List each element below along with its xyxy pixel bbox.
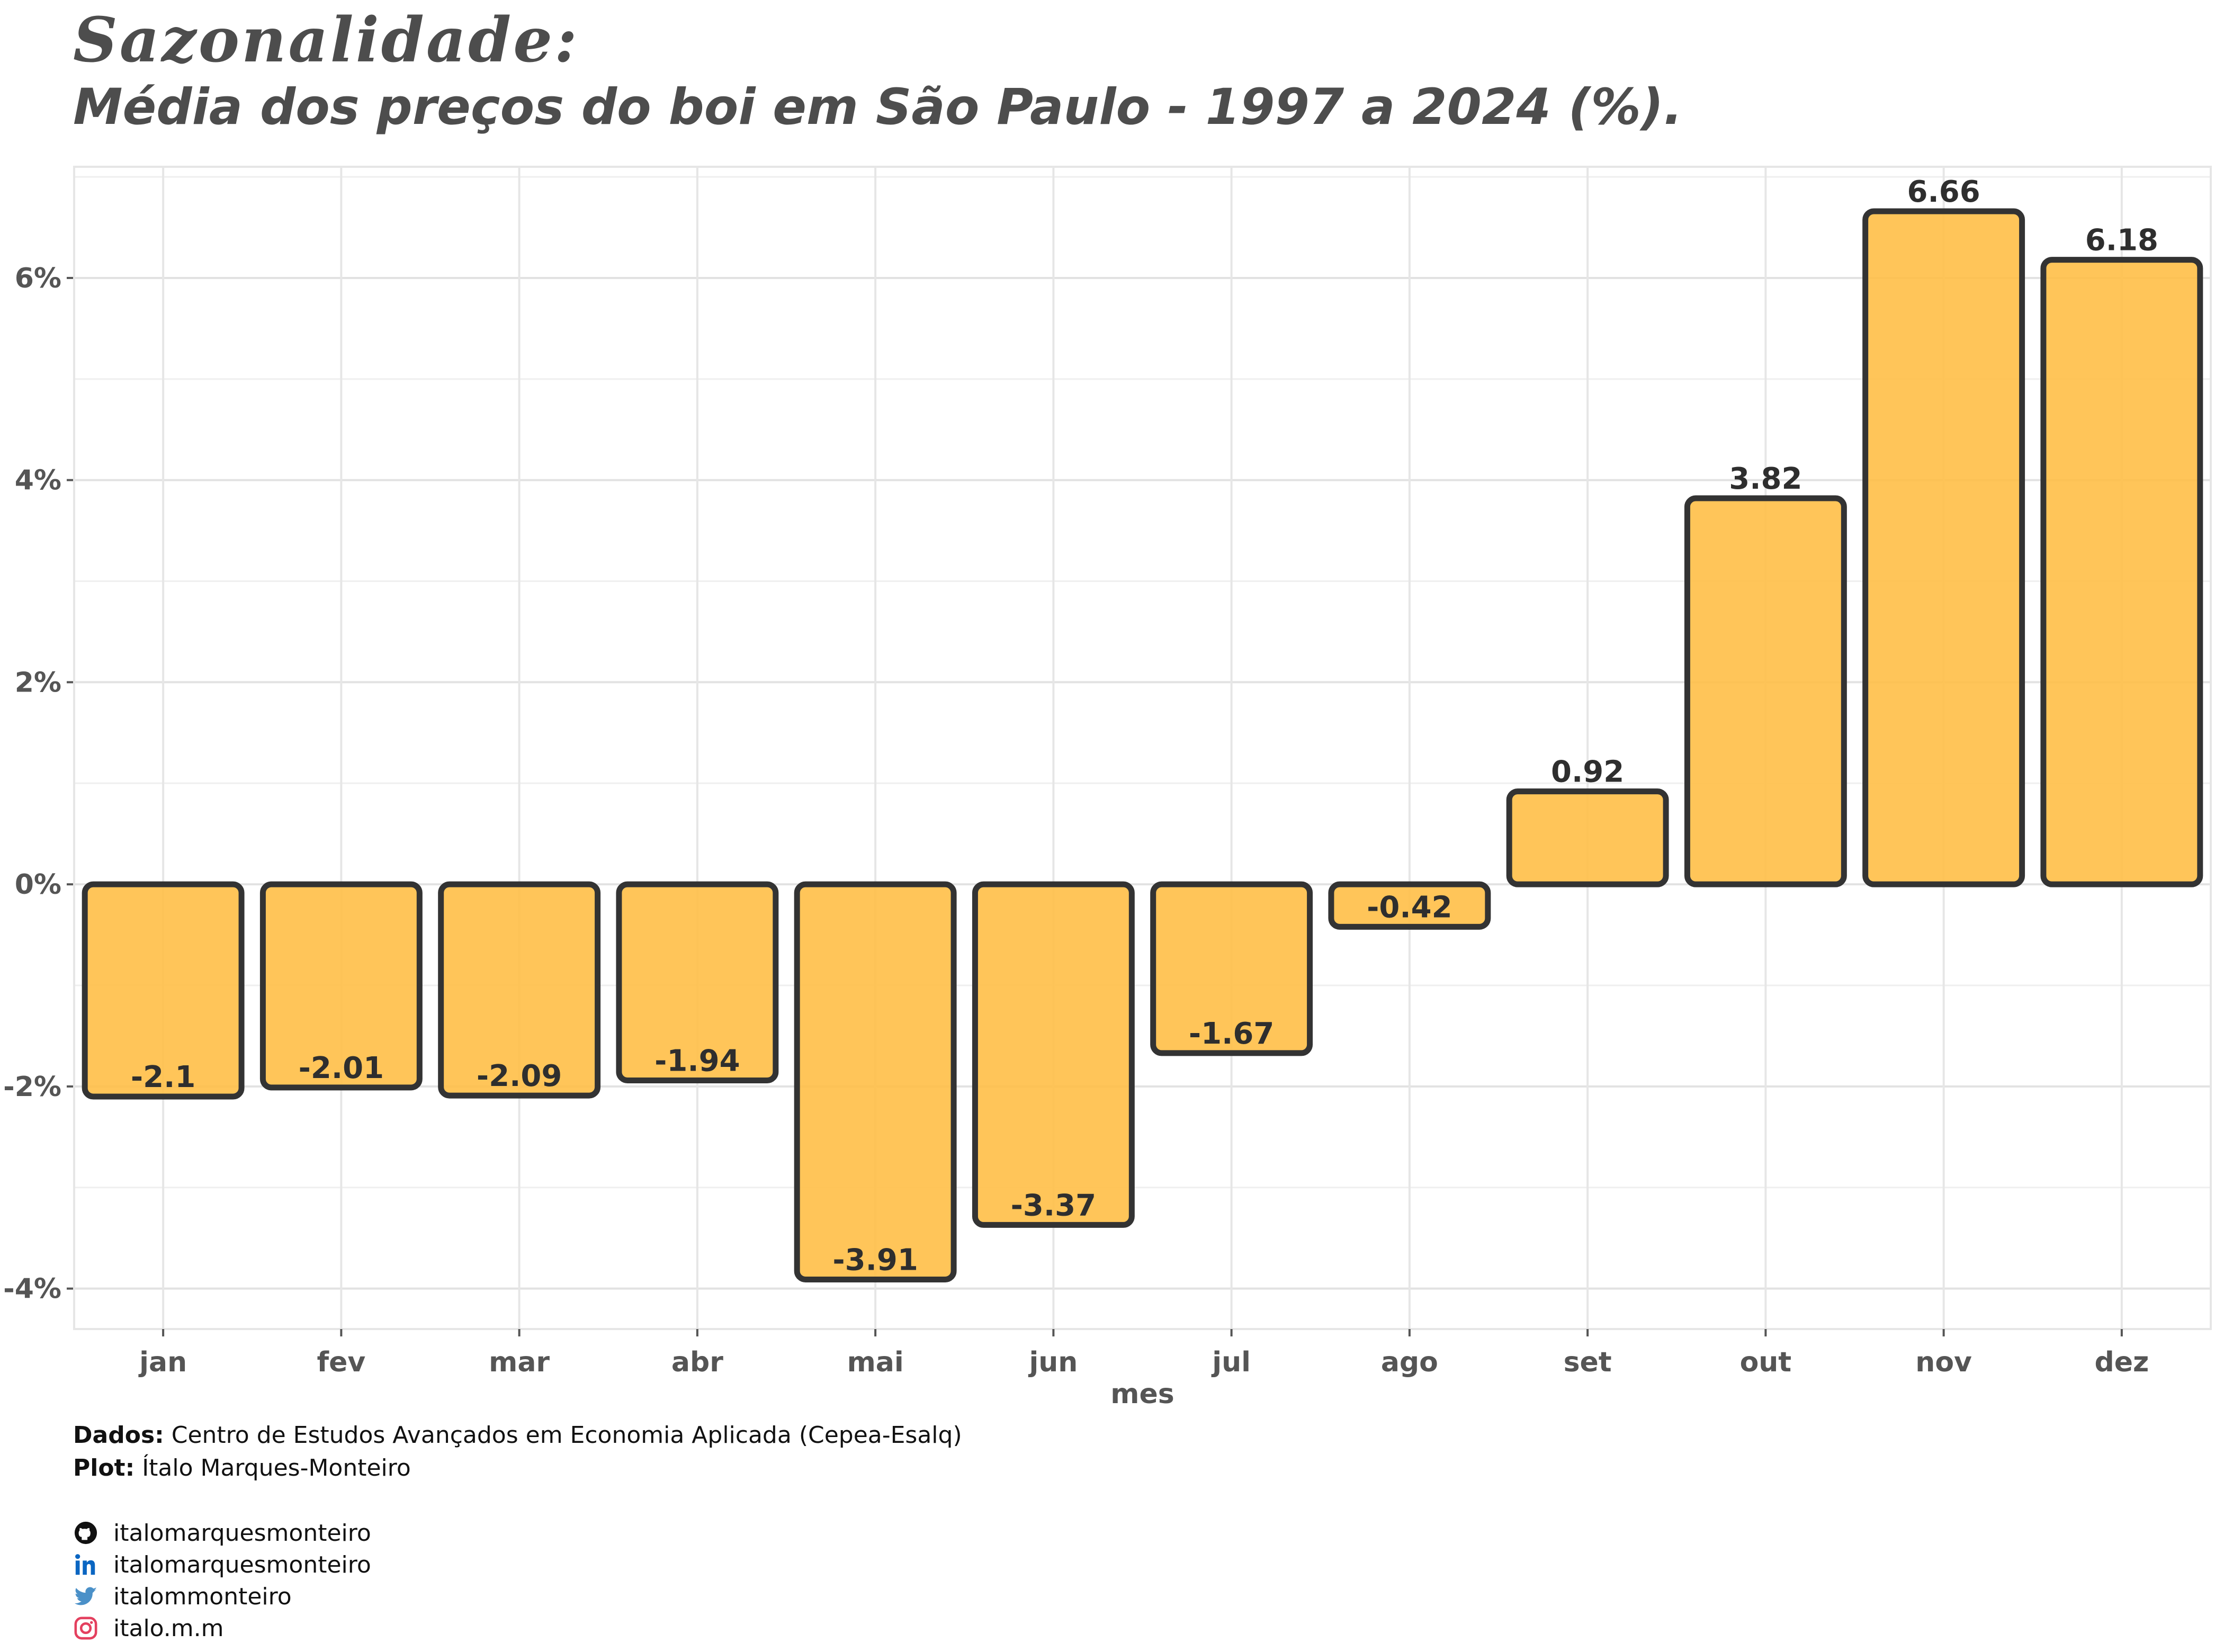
social-twitter[interactable]: italommonteiro	[73, 1581, 371, 1612]
bar-dez	[2040, 257, 2203, 887]
data-label-jul: -1.67	[1189, 1017, 1274, 1051]
plot-text: Ítalo Marques-Monteiro	[142, 1455, 411, 1482]
source-text: Centro de Estudos Avançados em Economia …	[171, 1422, 962, 1449]
y-tick-label: 0%	[15, 869, 61, 901]
caption: Dados: Centro de Estudos Avançados em Ec…	[73, 1419, 962, 1485]
x-tick-label: ago	[1381, 1346, 1438, 1378]
chart-subtitle: Média dos preços do boi em São Paulo - 1…	[73, 78, 1683, 136]
plot-line: Plot: Ítalo Marques-Monteiro	[73, 1452, 962, 1485]
bar-abr	[616, 881, 779, 1083]
data-label-nov: 6.66	[1907, 175, 1980, 209]
y-tick-label: 2%	[15, 667, 61, 698]
plot-label: Plot:	[73, 1455, 135, 1482]
plot-panel-border	[73, 166, 2212, 1330]
data-label-ago: -0.42	[1367, 890, 1452, 924]
x-tick-label: set	[1564, 1346, 1612, 1378]
bar-set	[1506, 788, 1669, 887]
github-icon	[73, 1520, 98, 1546]
social-links: italomarquesmonteiro italomarquesmonteir…	[73, 1517, 371, 1644]
social-linkedin[interactable]: italomarquesmonteiro	[73, 1549, 371, 1581]
social-instagram[interactable]: italo.m.m	[73, 1612, 371, 1644]
data-label-jun: -3.37	[1011, 1188, 1096, 1223]
y-tick-label: 4%	[15, 465, 61, 497]
bar-chart: -4% -2% 0% 2% 4% 6% -2.1 -2.01 -2.09 -1.94 -3.91 -3…	[3, 166, 2212, 1410]
linkedin-handle: italomarquesmonteiro	[113, 1551, 371, 1578]
data-label-dez: 6.18	[2085, 223, 2158, 258]
x-axis-title: mes	[1110, 1378, 1174, 1410]
twitter-icon	[73, 1584, 98, 1609]
source-line: Dados: Centro de Estudos Avançados em Ec…	[73, 1419, 962, 1452]
data-label-out: 3.82	[1729, 462, 1802, 496]
bar-jul	[1150, 881, 1313, 1056]
data-label-mai: -3.91	[832, 1243, 918, 1277]
linkedin-icon	[73, 1552, 98, 1577]
instagram-handle: italo.m.m	[113, 1614, 224, 1642]
data-label-mar: -2.09	[477, 1059, 562, 1093]
bar-out	[1684, 495, 1847, 887]
bar-fev	[259, 881, 423, 1091]
bar-jun	[972, 881, 1135, 1228]
bar-mai	[794, 881, 957, 1282]
y-tick-label: 6%	[15, 263, 61, 294]
instagram-icon	[73, 1615, 98, 1641]
bar-nov	[1862, 208, 2025, 887]
y-tick-label: -4%	[3, 1273, 61, 1305]
data-label-abr: -1.94	[654, 1044, 740, 1078]
source-label: Dados:	[73, 1422, 164, 1449]
data-label-jan: -2.1	[131, 1060, 195, 1094]
x-tick-label: mar	[489, 1346, 550, 1378]
x-tick-label: nov	[1915, 1346, 1972, 1378]
x-tick-label: mai	[847, 1346, 904, 1378]
x-tick-label: out	[1740, 1346, 1792, 1378]
x-tick-label: jul	[1211, 1346, 1251, 1378]
data-label-fev: -2.01	[299, 1051, 384, 1085]
x-tick-label: dez	[2094, 1346, 2149, 1378]
y-tick-label: -2%	[3, 1071, 61, 1103]
bar-ago	[1328, 881, 1491, 930]
chart-title: Sazonalidade:	[73, 4, 579, 76]
twitter-handle: italommonteiro	[113, 1583, 292, 1610]
social-github[interactable]: italomarquesmonteiro	[73, 1517, 371, 1549]
data-label-set: 0.92	[1551, 755, 1624, 789]
bar-jan	[82, 881, 245, 1100]
github-handle: italomarquesmonteiro	[113, 1519, 371, 1547]
x-tick-label: fev	[317, 1346, 365, 1378]
bar-mar	[438, 881, 601, 1099]
x-tick-label: jan	[138, 1346, 187, 1378]
x-tick-label: jun	[1028, 1346, 1078, 1378]
x-tick-label: abr	[671, 1346, 723, 1378]
